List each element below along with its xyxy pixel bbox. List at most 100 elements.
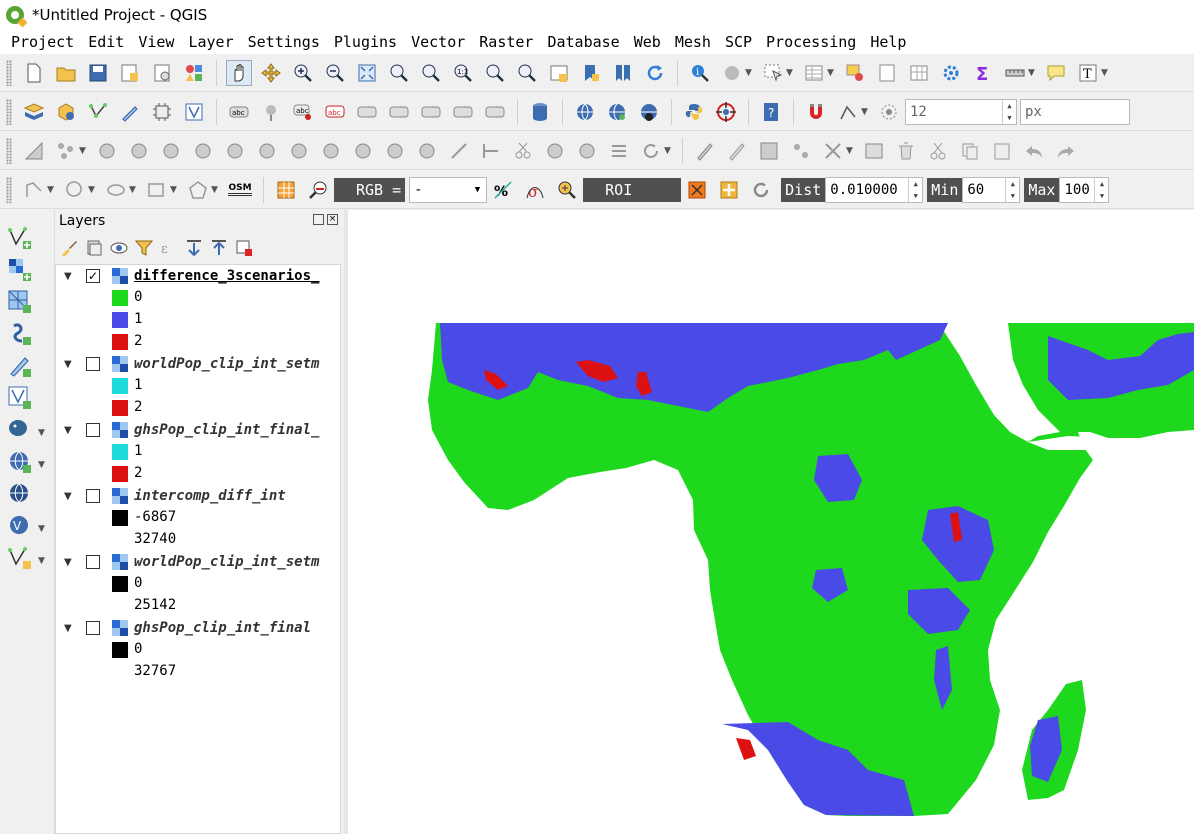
layer-row[interactable]: ▼ worldPop_clip_int_setm xyxy=(56,353,342,375)
redo-roi-icon[interactable] xyxy=(748,177,774,203)
new-map-view-icon[interactable] xyxy=(546,60,572,86)
attribute-table-icon[interactable] xyxy=(801,60,827,86)
manage-map-themes-icon[interactable] xyxy=(109,238,129,258)
merge-features-icon[interactable] xyxy=(574,138,600,164)
add-circle-dropdown-icon[interactable]: ▼ xyxy=(88,184,95,195)
create-roi-polygon-icon[interactable] xyxy=(684,177,710,203)
cut-features-icon[interactable] xyxy=(925,138,951,164)
save-layer-edits-icon[interactable] xyxy=(756,138,782,164)
local-std-stretch-icon[interactable]: σ xyxy=(522,177,548,203)
highlight-pinned-labels-icon[interactable]: abc xyxy=(290,99,316,125)
zoom-roi-icon[interactable] xyxy=(554,177,580,203)
layer-visibility-checkbox[interactable] xyxy=(86,555,100,569)
add-circle-icon[interactable] xyxy=(62,177,88,203)
add-virtual-layer-icon[interactable] xyxy=(8,386,32,410)
identify-features-icon[interactable]: i xyxy=(687,60,713,86)
run-action-dropdown-icon[interactable]: ▼ xyxy=(745,67,752,78)
new-temp-layer-dropdown-icon[interactable]: ▼ xyxy=(38,556,45,566)
layer-name[interactable]: intercomp_diff_int xyxy=(134,488,286,504)
rotate-label-icon[interactable] xyxy=(386,99,412,125)
snapping-tolerance-icon[interactable] xyxy=(876,99,902,125)
snapping-vertex-dropdown-icon[interactable]: ▼ xyxy=(861,106,868,117)
max-spinbox[interactable]: 100 ▲ ▼ xyxy=(1059,176,1110,203)
save-as-icon[interactable] xyxy=(117,60,143,86)
paste-features-icon[interactable] xyxy=(989,138,1015,164)
modify-attributes-icon[interactable] xyxy=(820,138,846,164)
show-hide-labels-icon[interactable]: abc xyxy=(322,99,348,125)
collapse-arrow-icon[interactable]: ▼ xyxy=(64,424,72,436)
open-project-icon[interactable] xyxy=(53,60,79,86)
shape-digitizing-dropdown-icon[interactable]: ▼ xyxy=(47,184,54,195)
local-cumulative-stretch-icon[interactable]: % xyxy=(490,177,516,203)
pencil-edit-icon[interactable] xyxy=(692,138,718,164)
add-gps-icon[interactable] xyxy=(53,99,79,125)
menu-edit[interactable]: Edit xyxy=(88,33,125,51)
layer-name[interactable]: ghsPop_clip_int_final_ xyxy=(134,422,320,438)
add-wfs-dropdown-icon[interactable]: ▼ xyxy=(38,524,45,534)
simplify-feature-icon[interactable] xyxy=(190,138,216,164)
copy-features-icon[interactable] xyxy=(957,138,983,164)
max-spinbox-arrows-icon[interactable]: ▲ ▼ xyxy=(1094,177,1108,202)
collapse-arrow-icon[interactable]: ▼ xyxy=(64,556,72,568)
rgb-combobox[interactable]: - ▼ xyxy=(409,176,488,203)
layer-row[interactable]: ▼ worldPop_clip_int_setm xyxy=(56,551,342,573)
refresh-icon[interactable] xyxy=(642,60,668,86)
fill-ring-icon[interactable] xyxy=(286,138,312,164)
rotate-point-symbols-icon[interactable] xyxy=(638,138,664,164)
new-virtual-layer-icon[interactable] xyxy=(149,99,175,125)
merge-attributes-icon[interactable] xyxy=(606,138,632,164)
zoom-in-icon[interactable] xyxy=(290,60,316,86)
layer-row[interactable]: ▼ ghsPop_clip_int_final xyxy=(56,617,342,639)
add-wcs-icon[interactable] xyxy=(604,99,630,125)
attribute-table-dropdown-icon[interactable]: ▼ xyxy=(827,67,834,78)
statistical-summary-icon[interactable] xyxy=(906,60,932,86)
add-part-icon[interactable] xyxy=(254,138,280,164)
reverse-line-icon[interactable] xyxy=(446,138,472,164)
label-properties-icon[interactable] xyxy=(450,99,476,125)
snapping-unit-select[interactable]: px xyxy=(1020,98,1130,125)
layer-visibility-checkbox[interactable]: ✓ xyxy=(86,269,100,283)
delete-ring-icon[interactable] xyxy=(318,138,344,164)
pan-hand-icon[interactable] xyxy=(226,59,252,86)
rotate-feature-icon[interactable] xyxy=(158,138,184,164)
zoom-native-icon[interactable]: 1:1 xyxy=(450,60,476,86)
collapse-arrow-icon[interactable]: ▼ xyxy=(64,490,72,502)
delete-selected-icon[interactable] xyxy=(893,138,919,164)
close-panel-icon[interactable]: × xyxy=(327,214,338,225)
layer-visibility-checkbox[interactable] xyxy=(86,423,100,437)
zoom-layer-icon[interactable] xyxy=(418,60,444,86)
menu-settings[interactable]: Settings xyxy=(247,33,320,51)
pin-labels-icon[interactable] xyxy=(258,99,284,125)
layer-visibility-checkbox[interactable] xyxy=(86,621,100,635)
menu-help[interactable]: Help xyxy=(870,33,907,51)
deselect-all-icon[interactable] xyxy=(842,60,868,86)
new-bookmark-icon[interactable] xyxy=(578,60,604,86)
zoom-full-icon[interactable] xyxy=(354,60,380,86)
snapping-tolerance-spinbox[interactable]: 12 ▲ ▼ xyxy=(905,98,1017,125)
rotate-point-dropdown-icon[interactable]: ▼ xyxy=(664,145,671,156)
add-postgis-icon[interactable] xyxy=(8,418,32,442)
new-shapefile-icon[interactable] xyxy=(181,99,207,125)
annotation-dropdown-icon[interactable]: ▼ xyxy=(1101,67,1108,78)
split-features-icon[interactable] xyxy=(510,138,536,164)
collapse-arrow-icon[interactable]: ▼ xyxy=(64,358,72,370)
zoom-next-icon[interactable] xyxy=(514,60,540,86)
reshape-feature-icon[interactable] xyxy=(382,138,408,164)
menu-scp[interactable]: SCP xyxy=(724,33,753,51)
style-brush-icon[interactable] xyxy=(59,238,79,258)
add-spatialite-icon[interactable] xyxy=(8,354,32,378)
new-temp-layer-icon[interactable] xyxy=(8,546,32,570)
dist-spinbox-arrows-icon[interactable]: ▲ ▼ xyxy=(908,177,922,202)
redo-icon[interactable] xyxy=(1053,138,1079,164)
database-icon[interactable] xyxy=(527,99,553,125)
zoom-out-icon[interactable] xyxy=(322,60,348,86)
filter-legend-icon[interactable] xyxy=(134,238,154,258)
add-wfs-layer-icon[interactable]: V xyxy=(8,514,32,538)
add-polygon-dropdown-icon[interactable]: ▼ xyxy=(211,184,218,195)
add-raster-layer-icon[interactable] xyxy=(8,258,32,282)
toolbar-grip[interactable] xyxy=(6,59,12,86)
shape-digitizing-icon[interactable] xyxy=(21,177,47,203)
snapping-vertex-icon[interactable] xyxy=(835,99,861,125)
scp-zoom-input-icon[interactable] xyxy=(305,177,331,203)
layout-manager-icon[interactable] xyxy=(149,60,175,86)
